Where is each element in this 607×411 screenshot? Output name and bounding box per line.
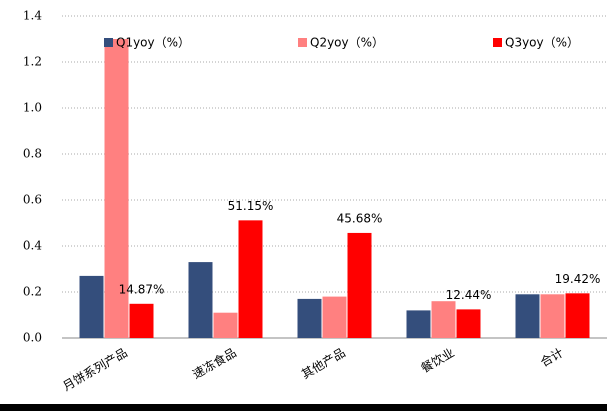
- y-tick-label: 0.8: [23, 147, 42, 161]
- bar: [322, 296, 347, 338]
- y-tick-label: 0.0: [23, 331, 42, 345]
- bar: [213, 312, 238, 338]
- y-tick-label: 0.6: [23, 193, 42, 207]
- bar: [347, 232, 372, 338]
- legend-label: Q1yoy（%）: [116, 36, 190, 50]
- data-label: 45.68%: [337, 211, 383, 225]
- x-tick-label: 合计: [537, 345, 565, 370]
- y-tick-label: 1.0: [23, 101, 42, 115]
- bar: [188, 262, 213, 338]
- bottom-border: [0, 404, 607, 411]
- x-tick-label: 月饼系列产品: [60, 346, 129, 394]
- bar: [456, 309, 481, 338]
- bar: [406, 310, 431, 338]
- data-label: 12.44%: [446, 288, 492, 302]
- y-tick-label: 1.2: [23, 55, 42, 69]
- bar: [238, 220, 263, 338]
- bar: [431, 301, 456, 338]
- bar: [565, 293, 590, 338]
- data-label: 14.87%: [119, 282, 165, 296]
- bar: [104, 39, 129, 338]
- x-tick-label: 速冻食品: [190, 345, 239, 382]
- legend-label: Q3yoy（%）: [505, 36, 579, 50]
- y-tick-label: 0.4: [23, 239, 42, 253]
- bar: [79, 275, 104, 338]
- legend-swatch: [493, 38, 502, 47]
- y-tick-label: 1.4: [23, 9, 42, 23]
- y-tick-label: 0.2: [23, 285, 42, 299]
- x-tick-label: 其他产品: [299, 346, 348, 382]
- data-label: 51.15%: [228, 199, 274, 213]
- legend-swatch: [104, 38, 113, 47]
- data-label: 19.42%: [555, 272, 601, 286]
- bar: [297, 298, 322, 338]
- x-tick-label: 餐饮业: [418, 345, 457, 376]
- bar: [129, 303, 154, 338]
- legend-swatch: [298, 38, 307, 47]
- bar: [540, 294, 565, 338]
- legend-label: Q2yoy（%）: [310, 36, 384, 50]
- bar: [515, 294, 540, 338]
